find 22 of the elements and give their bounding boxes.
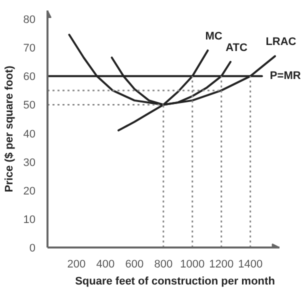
x-tick-label: 1000 xyxy=(180,258,205,270)
y-tick-label: 80 xyxy=(23,14,36,26)
y-tick-label: 0 xyxy=(29,242,36,254)
series-label: P=MR xyxy=(270,70,301,82)
y-axis-title: Price ($ per square foot) xyxy=(3,65,16,192)
x-tick-label: 1200 xyxy=(209,258,234,270)
x-tick-label: 200 xyxy=(67,258,86,270)
x-tick-label: 400 xyxy=(96,258,115,270)
y-tick-label: 10 xyxy=(23,214,36,226)
x-tick-label: 600 xyxy=(125,258,144,270)
y-tick-label: 60 xyxy=(23,71,36,84)
x-axis-title: Square feet of construction per month xyxy=(75,276,276,288)
x-tick-label: 1400 xyxy=(238,258,263,270)
y-tick-label: 30 xyxy=(23,156,36,169)
y-tick-label: 70 xyxy=(23,42,36,55)
y-tick-label: 50 xyxy=(23,100,36,112)
series-label: LRAC xyxy=(266,36,296,48)
series-label: MC xyxy=(205,30,222,42)
series-label: ATC xyxy=(226,42,248,54)
x-tick-label: 800 xyxy=(154,258,173,270)
y-tick-label: 40 xyxy=(23,128,36,140)
y-tick-label: 20 xyxy=(23,185,36,198)
